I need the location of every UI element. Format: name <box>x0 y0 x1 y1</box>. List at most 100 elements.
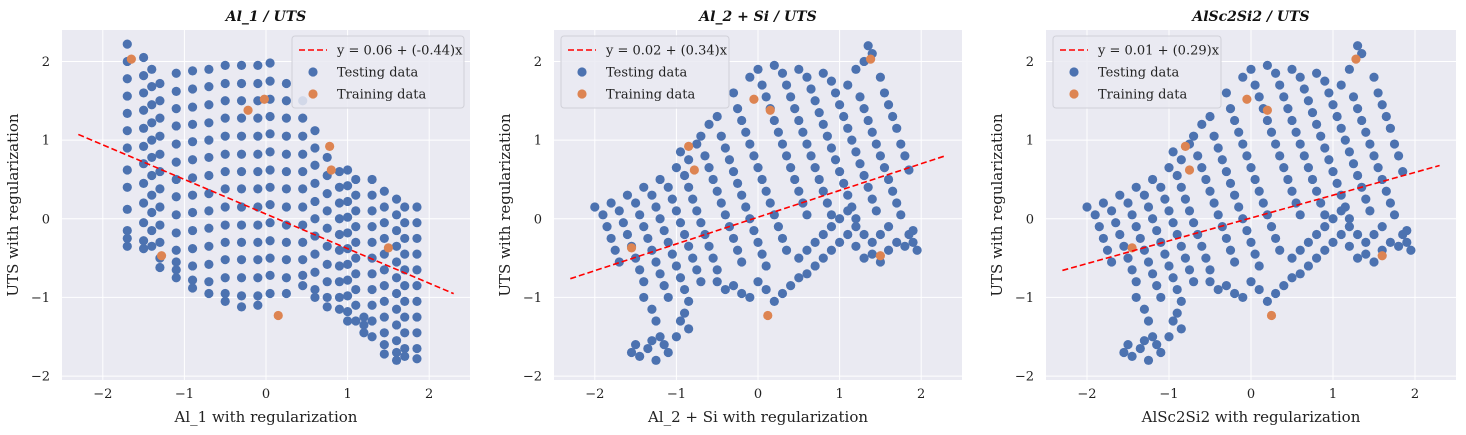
testing-point <box>1172 170 1182 181</box>
testing-point <box>1271 139 1281 149</box>
testing-point <box>1184 265 1195 275</box>
testing-point <box>1336 206 1346 216</box>
testing-point <box>1328 214 1338 224</box>
testing-point <box>155 237 165 247</box>
testing-point <box>1180 194 1190 204</box>
testing-point <box>1385 123 1395 133</box>
testing-point <box>1344 241 1354 251</box>
testing-point <box>1143 202 1154 212</box>
testing-point <box>1353 253 1363 263</box>
testing-point <box>688 253 698 263</box>
testing-point <box>400 351 410 362</box>
training-point <box>1377 251 1387 261</box>
testing-point <box>298 113 308 123</box>
testing-point <box>675 273 686 283</box>
testing-point <box>412 281 422 291</box>
testing-point <box>1348 92 1359 102</box>
testing-point <box>863 115 873 126</box>
testing-point <box>400 233 410 244</box>
testing-point <box>810 261 820 271</box>
testing-point <box>265 270 275 280</box>
testing-point <box>826 245 837 255</box>
testing-point <box>737 257 747 267</box>
testing-point <box>716 131 726 141</box>
testing-point <box>728 233 739 244</box>
testing-point <box>1357 48 1367 59</box>
legend-training-swatch <box>308 89 318 99</box>
testing-point <box>1287 273 1297 283</box>
testing-point <box>781 151 792 161</box>
testing-point <box>204 118 214 128</box>
testing-point <box>1213 284 1223 295</box>
testing-point <box>1332 178 1342 188</box>
testing-point <box>204 64 214 74</box>
y-tick-label: −2 <box>523 370 542 385</box>
testing-point <box>1123 198 1133 208</box>
testing-point <box>236 291 247 301</box>
testing-point <box>839 178 849 188</box>
testing-point <box>220 237 230 247</box>
testing-point <box>675 218 686 228</box>
testing-point <box>236 149 247 159</box>
testing-point <box>1131 292 1141 303</box>
testing-point <box>839 111 849 122</box>
testing-point <box>1115 229 1125 240</box>
x-tick-label: 2 <box>917 387 925 402</box>
testing-point <box>367 222 377 232</box>
testing-point <box>139 141 149 152</box>
testing-point <box>139 71 149 81</box>
y-tick-label: 0 <box>534 212 542 227</box>
testing-point <box>773 127 784 137</box>
testing-point <box>122 74 132 84</box>
testing-point <box>1156 182 1166 192</box>
testing-point <box>1234 127 1244 137</box>
testing-point <box>1197 241 1207 251</box>
testing-point <box>1209 131 1219 141</box>
testing-point <box>1307 107 1318 118</box>
testing-point <box>187 190 198 200</box>
testing-point <box>659 225 669 236</box>
testing-point <box>733 104 743 114</box>
testing-point <box>391 320 402 330</box>
testing-point <box>253 149 263 159</box>
testing-point <box>187 225 198 236</box>
testing-point <box>614 257 624 267</box>
testing-point <box>171 273 181 283</box>
testing-point <box>1205 111 1215 122</box>
testing-point <box>1316 131 1326 141</box>
testing-point <box>1246 64 1256 74</box>
testing-point <box>1250 249 1260 259</box>
testing-point <box>1205 277 1215 287</box>
testing-point <box>1275 151 1285 161</box>
testing-point <box>1123 253 1133 263</box>
testing-point <box>1221 166 1231 177</box>
legend: y = 0.01 + (0.29)x Testing data Training d… <box>1052 35 1222 109</box>
testing-point <box>843 206 853 216</box>
testing-point <box>1242 151 1252 161</box>
testing-point <box>322 152 332 163</box>
testing-point <box>334 166 345 177</box>
testing-point <box>822 198 832 208</box>
testing-point <box>818 253 828 263</box>
testing-point <box>867 194 877 204</box>
testing-point <box>1303 237 1313 247</box>
testing-point <box>794 64 804 74</box>
testing-point <box>1320 222 1330 232</box>
testing-point <box>379 312 389 322</box>
testing-point <box>737 288 747 299</box>
testing-point <box>1111 218 1121 228</box>
y-tick-label: 2 <box>1026 55 1034 70</box>
training-point <box>866 54 876 64</box>
testing-point <box>769 296 779 306</box>
testing-point <box>391 210 402 220</box>
testing-point <box>745 72 755 82</box>
y-tick-label: −1 <box>1015 291 1034 306</box>
testing-point <box>867 237 877 247</box>
regression-line <box>1062 164 1440 272</box>
testing-point <box>781 245 792 255</box>
training-point <box>1180 141 1190 152</box>
chart-title: Al_1 / UTS <box>224 9 307 25</box>
testing-point <box>835 214 845 224</box>
testing-point <box>1402 225 1412 236</box>
testing-point <box>1213 210 1223 220</box>
